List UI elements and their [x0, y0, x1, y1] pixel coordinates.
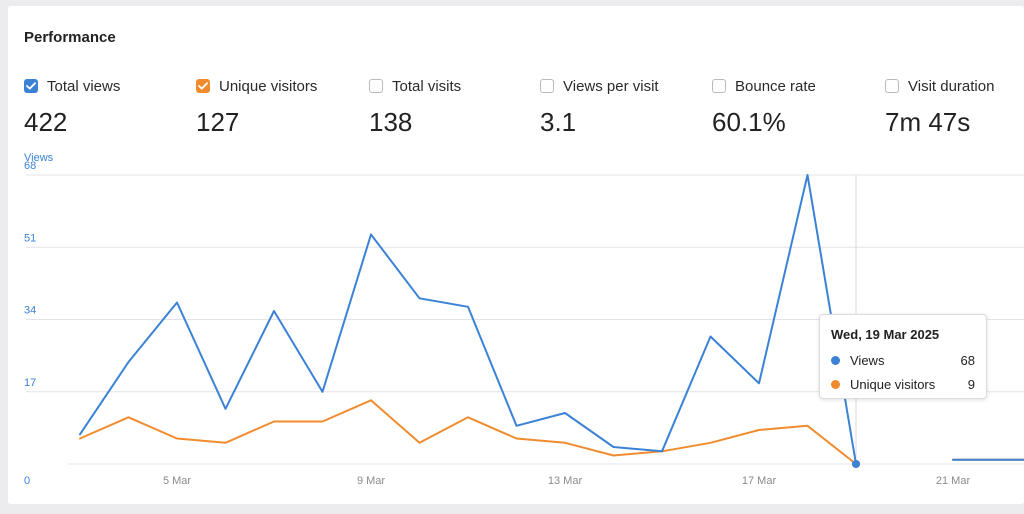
metric-value: 7m 47s — [885, 107, 971, 137]
y-tick-label: 68 — [24, 160, 36, 172]
tooltip-date: Wed, 19 Mar 2025 — [831, 327, 940, 342]
empty-checkbox-icon[interactable] — [369, 79, 383, 93]
highlight-point-views[interactable] — [852, 460, 860, 468]
metric-label: Views per visit — [563, 77, 659, 95]
metric-label: Bounce rate — [735, 77, 816, 95]
panel-title: Performance — [24, 29, 116, 46]
series-line-views[interactable] — [79, 174, 857, 465]
metric-value: 3.1 — [540, 107, 577, 137]
empty-checkbox-icon[interactable] — [540, 79, 554, 93]
x-tick-label: 17 Mar — [742, 475, 777, 487]
check-icon[interactable] — [24, 79, 38, 93]
check-icon[interactable] — [196, 79, 210, 93]
performance-card: Performance Total views 422 Unique visit… — [8, 6, 1024, 504]
metric-value: 422 — [24, 107, 68, 137]
x-tick-label: 5 Mar — [163, 475, 191, 487]
metric-label: Total views — [47, 77, 121, 95]
empty-checkbox-icon[interactable] — [712, 79, 726, 93]
performance-line-chart[interactable]: Views 0 17 34 51 68 5 Mar 9 Mar 13 Mar 17 Mar 21 M… — [8, 6, 1024, 504]
metric-bounce-rate[interactable]: Bounce rate 60.1% — [712, 77, 816, 147]
metric-label: Total visits — [392, 77, 462, 95]
metric-unique-visitors[interactable]: Unique visitors 127 — [196, 77, 317, 147]
metric-visit-duration[interactable]: Visit duration 7m 47s — [885, 77, 994, 147]
metric-views-per-visit[interactable]: Views per visit 3.1 — [540, 77, 659, 147]
metric-label: Unique visitors — [219, 77, 318, 95]
metric-value: 60.1% — [712, 107, 786, 137]
empty-checkbox-icon[interactable] — [885, 79, 899, 93]
y-tick-label: 0 — [24, 475, 30, 487]
metric-value: 138 — [369, 107, 413, 137]
y-tick-label: 17 — [24, 377, 36, 389]
metric-value: 127 — [196, 107, 240, 137]
tooltip-series-value: 68 — [960, 352, 975, 368]
y-axis-label: Views — [24, 152, 54, 164]
tooltip-row-views: Views 68 — [831, 351, 975, 369]
tooltip-series-value: 9 — [967, 376, 975, 392]
chart-tooltip: Wed, 19 Mar 2025 Views 68 Unique visitor… — [819, 314, 987, 399]
x-tick-label: 13 Mar — [548, 475, 583, 487]
x-tick-label: 9 Mar — [357, 475, 385, 487]
tooltip-series-name: Views — [850, 352, 885, 368]
highlight-point-unique-visitors[interactable] — [852, 460, 860, 468]
series-line-unique-visitors[interactable] — [79, 399, 857, 465]
unique-visitors-dot-icon — [831, 379, 840, 389]
tooltip-row-unique-visitors: Unique visitors 9 — [831, 375, 975, 393]
y-tick-label: 51 — [24, 232, 36, 244]
tooltip-series-name: Unique visitors — [850, 376, 936, 392]
metric-total-views[interactable]: Total views 422 — [24, 77, 120, 147]
y-tick-label: 34 — [24, 305, 36, 317]
metric-total-visits[interactable]: Total visits 138 — [369, 77, 461, 147]
views-dot-icon — [831, 355, 840, 365]
x-tick-label: 21 Mar — [936, 475, 971, 487]
metric-label: Visit duration — [908, 77, 995, 95]
